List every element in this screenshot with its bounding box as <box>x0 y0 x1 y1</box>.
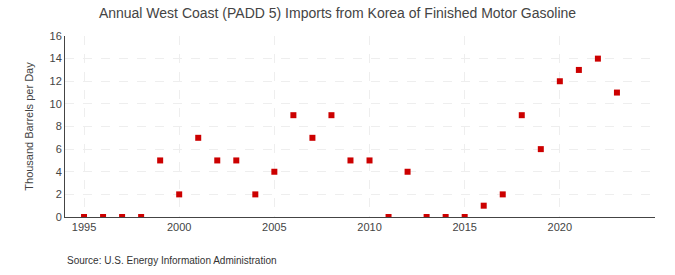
svg-text:Annual West Coast (PADD 5) Imp: Annual West Coast (PADD 5) Imports from … <box>99 5 576 21</box>
svg-text:10: 10 <box>50 98 62 110</box>
svg-text:8: 8 <box>56 120 62 132</box>
svg-text:0: 0 <box>56 211 62 223</box>
svg-text:2015: 2015 <box>452 221 476 233</box>
svg-text:16: 16 <box>50 30 62 42</box>
svg-text:6: 6 <box>56 143 62 155</box>
svg-text:2000: 2000 <box>167 221 191 233</box>
svg-text:1995: 1995 <box>72 221 96 233</box>
svg-text:2010: 2010 <box>357 221 381 233</box>
svg-text:Source: U.S. Energy Informatio: Source: U.S. Energy Information Administ… <box>67 255 277 266</box>
svg-text:2020: 2020 <box>548 221 572 233</box>
svg-text:14: 14 <box>50 52 62 64</box>
svg-text:2005: 2005 <box>262 221 286 233</box>
svg-text:Thousand Barrels per Day: Thousand Barrels per Day <box>23 62 35 191</box>
svg-text:4: 4 <box>56 166 62 178</box>
svg-text:12: 12 <box>50 75 62 87</box>
svg-text:2: 2 <box>56 188 62 200</box>
